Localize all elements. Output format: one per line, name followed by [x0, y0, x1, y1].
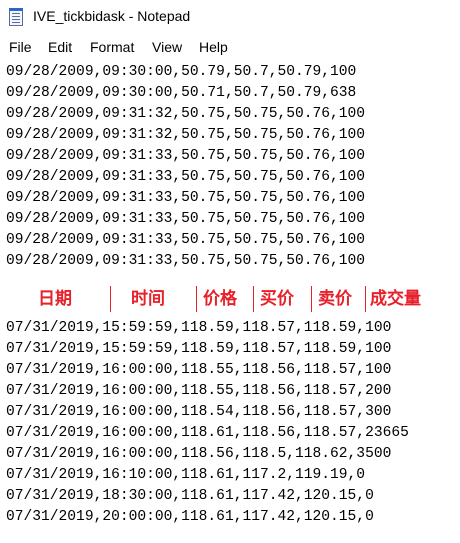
column-label-ask: 卖价: [318, 289, 352, 309]
text-line: 07/31/2019,16:00:00,118.55,118.56,118.57…: [6, 362, 392, 378]
column-label-volume: 成交量: [370, 289, 421, 309]
column-label-bid: 买价: [260, 289, 294, 309]
menu-edit[interactable]: Edit: [48, 39, 73, 55]
text-editor[interactable]: 09/28/2009,09:30:00,50.79,50.7,50.79,100…: [0, 58, 460, 543]
menu-format[interactable]: Format: [90, 39, 135, 55]
text-line: 07/31/2019,15:59:59,118.59,118.57,118.59…: [6, 320, 392, 336]
menu-file[interactable]: File: [9, 39, 32, 55]
column-label-time: 时间: [131, 289, 165, 309]
text-line: 07/31/2019,20:00:00,118.61,117.42,120.15…: [6, 509, 374, 525]
column-separator: [110, 286, 111, 312]
text-line: 09/28/2009,09:30:00,50.71,50.7,50.79,638: [6, 85, 357, 101]
column-separator: [196, 286, 197, 312]
text-line: 07/31/2019,16:00:00,118.54,118.56,118.57…: [6, 404, 392, 420]
text-line: 09/28/2009,09:31:33,50.75,50.75,50.76,10…: [6, 148, 366, 164]
notepad-icon: [9, 8, 23, 26]
column-label-date: 日期: [38, 289, 72, 309]
text-line: 09/28/2009,09:31:33,50.75,50.75,50.76,10…: [6, 232, 366, 248]
text-line: 07/31/2019,16:00:00,118.56,118.5,118.62,…: [6, 446, 392, 462]
text-line: 09/28/2009,09:31:32,50.75,50.75,50.76,10…: [6, 127, 366, 143]
menu-help[interactable]: Help: [199, 39, 228, 55]
text-line: 07/31/2019,16:00:00,118.61,118.56,118.57…: [6, 425, 409, 441]
text-line: 09/28/2009,09:31:32,50.75,50.75,50.76,10…: [6, 106, 366, 122]
text-line: 09/28/2009,09:30:00,50.79,50.7,50.79,100: [6, 64, 357, 80]
column-separator: [365, 286, 366, 312]
menu-view[interactable]: View: [152, 39, 183, 55]
text-line: 07/31/2019,15:59:59,118.59,118.57,118.59…: [6, 341, 392, 357]
text-line: 07/31/2019,16:10:00,118.61,117.2,119.19,…: [6, 467, 366, 483]
text-line: 09/28/2009,09:31:33,50.75,50.75,50.76,10…: [6, 211, 366, 227]
text-line: 07/31/2019,16:00:00,118.55,118.56,118.57…: [6, 383, 392, 399]
column-label-price: 价格: [203, 289, 237, 309]
text-line: 09/28/2009,09:31:33,50.75,50.75,50.76,10…: [6, 169, 366, 185]
column-separator: [253, 286, 254, 312]
text-line: 09/28/2009,09:31:33,50.75,50.75,50.76,10…: [6, 190, 366, 206]
text-line: 09/28/2009,09:31:33,50.75,50.75,50.76,10…: [6, 253, 366, 269]
column-separator: [311, 286, 312, 312]
title-bar[interactable]: IVE_tickbidask - Notepad: [0, 0, 460, 34]
menu-bar: File Edit Format View Help: [0, 36, 460, 58]
window-title: IVE_tickbidask - Notepad: [33, 8, 191, 24]
text-line: 07/31/2019,18:30:00,118.61,117.42,120.15…: [6, 488, 374, 504]
